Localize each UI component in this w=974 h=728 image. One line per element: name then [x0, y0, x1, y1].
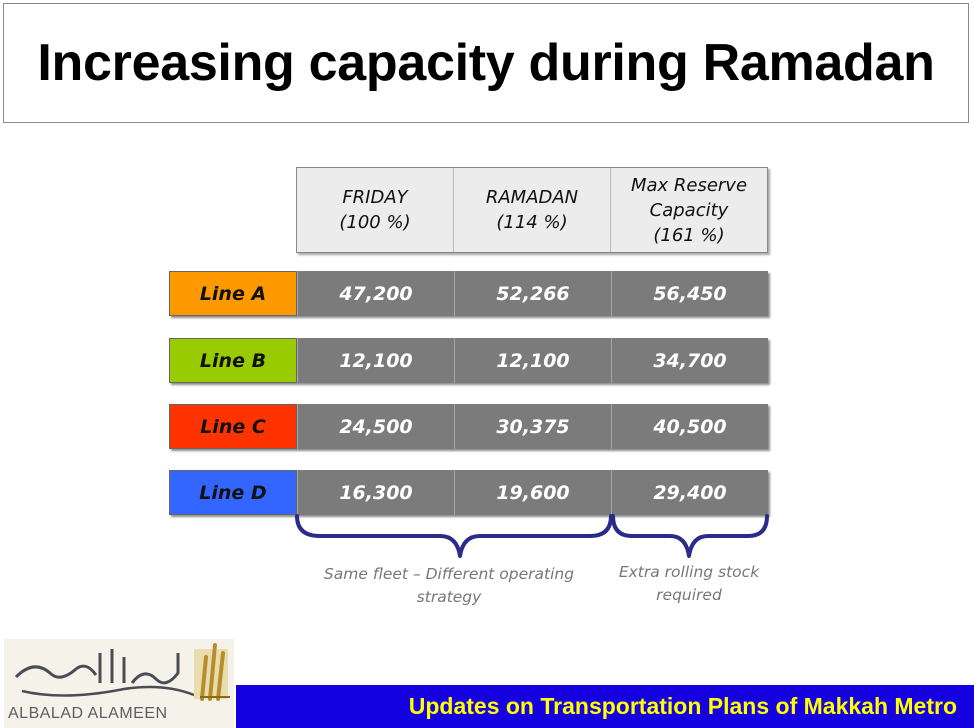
note-extra-rolling-stock: Extra rolling stock required [618, 563, 760, 604]
line-a-label: Line A [169, 271, 297, 316]
brace-extra-stock [611, 514, 769, 558]
line-b-friday: 12,100 [297, 338, 454, 383]
footer-title: Updates on Transportation Plans of Makka… [408, 693, 957, 719]
logo-text: ALBALAD ALAMEEN [8, 705, 168, 722]
slide-title: Increasing capacity during Ramadan [37, 34, 935, 92]
header-ramadan: RAMADAN (114 %) [453, 168, 610, 252]
table-header-row: FRIDAY (100 %) RAMADAN (114 %) Max Reser… [296, 167, 768, 253]
line-d-friday: 16,300 [297, 470, 454, 515]
line-d-max-reserve: 29,400 [611, 470, 768, 515]
line-d-label: Line D [169, 470, 297, 515]
table-row-line-c: Line C 24,500 30,375 40,500 [169, 404, 768, 449]
title-box: Increasing capacity during Ramadan [3, 3, 969, 123]
table-row-line-a: Line A 47,200 52,266 56,450 [169, 271, 768, 316]
line-a-friday: 47,200 [297, 271, 454, 316]
table-row-line-d: Line D 16,300 19,600 29,400 [169, 470, 768, 515]
albalad-alameen-logo: ALBALAD ALAMEEN [4, 639, 234, 728]
line-c-label: Line C [169, 404, 297, 449]
line-d-ramadan: 19,600 [454, 470, 611, 515]
line-c-ramadan: 30,375 [454, 404, 611, 449]
logo-emblem-icon [14, 643, 230, 701]
header-friday: FRIDAY (100 %) [339, 187, 411, 233]
line-c-friday: 24,500 [297, 404, 454, 449]
note-same-fleet: Same fleet – Different operating strateg… [323, 565, 575, 606]
line-c-max-reserve: 40,500 [611, 404, 768, 449]
header-max-reserve: Max Reserve Capacity (161 %) [610, 168, 767, 252]
line-b-ramadan: 12,100 [454, 338, 611, 383]
braces [295, 514, 769, 558]
line-a-max-reserve: 56,450 [611, 271, 768, 316]
line-b-max-reserve: 34,700 [611, 338, 768, 383]
footer-bar: Updates on Transportation Plans of Makka… [236, 685, 974, 728]
line-b-label: Line B [169, 338, 297, 383]
table-row-line-b: Line B 12,100 12,100 34,700 [169, 338, 768, 383]
brace-same-fleet [295, 514, 613, 558]
line-a-ramadan: 52,266 [454, 271, 611, 316]
